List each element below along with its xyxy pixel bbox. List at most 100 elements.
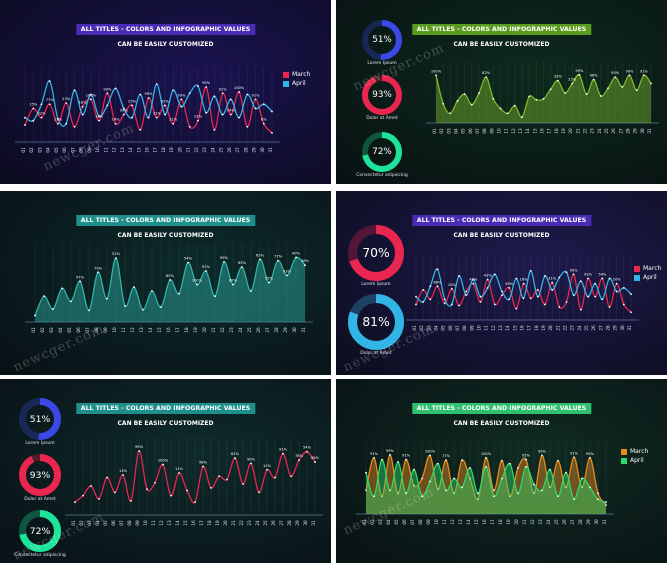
data-point [551, 289, 554, 291]
data-point [513, 104, 516, 107]
data-point [170, 494, 172, 497]
x-tick-label: 29 [283, 327, 288, 333]
data-label: 100% [425, 450, 436, 454]
x-tick-label: 26 [227, 147, 232, 153]
data-point [458, 275, 460, 277]
x-tick-label: 22 [220, 327, 225, 333]
data-point [421, 495, 423, 498]
data-point [229, 98, 232, 101]
donut-value: 72% [372, 147, 392, 158]
data-point [246, 93, 249, 96]
data-point [73, 125, 76, 128]
data-point [234, 457, 236, 460]
data-point [242, 483, 244, 485]
donut-value: 70% [362, 246, 390, 261]
donut-chart: 93% Dolor at Amet [362, 75, 402, 121]
chart-svg: 99% 100% 99% 91% 99% 100% 99% 91% 23% 77% 25% 62% 18… [15, 67, 280, 153]
data-label: 99% [135, 445, 144, 449]
x-tick-label: 05 [461, 128, 466, 134]
data-point [525, 465, 527, 468]
x-tick-label: 09 [103, 327, 108, 333]
data-point [413, 468, 415, 471]
x-tick-label: 13 [518, 128, 523, 134]
x-tick-label: 30 [303, 520, 308, 526]
data-point [509, 495, 511, 498]
data-point [57, 117, 59, 120]
data-point [40, 103, 43, 106]
data-label: 54% [227, 109, 236, 113]
data-point [146, 488, 148, 491]
data-point [226, 478, 228, 481]
data-point [405, 458, 407, 461]
data-point [501, 294, 503, 297]
x-tick-label: 03 [87, 520, 92, 526]
data-label: 91% [402, 454, 411, 458]
data-label: 95% [611, 71, 620, 75]
x-tick-label: 31 [647, 128, 652, 134]
data-label: 100% [234, 86, 245, 90]
donut-ring [362, 20, 402, 60]
data-point [258, 491, 260, 494]
data-point [262, 122, 265, 125]
data-label: 100% [158, 459, 169, 463]
legend-entry: April [283, 79, 310, 88]
data-point [238, 116, 240, 119]
data-point [180, 105, 183, 108]
data-point [572, 273, 575, 276]
data-point [24, 124, 26, 126]
data-point [594, 282, 597, 285]
donut-ring [19, 510, 61, 552]
x-tick-label: 16 [145, 147, 150, 153]
x-tick-label: 24 [597, 128, 602, 134]
data-point [286, 274, 288, 277]
x-tick-label: 11 [442, 519, 447, 525]
x-tick-label: 06 [448, 325, 453, 331]
data-point [529, 269, 532, 272]
x-tick-label: 28 [606, 325, 611, 331]
data-point [506, 112, 509, 115]
data-point [522, 282, 525, 285]
data-label: 99% [103, 87, 112, 91]
data-point [271, 110, 273, 113]
data-point [155, 83, 158, 86]
data-label: 25% [568, 77, 577, 81]
data-point [43, 295, 45, 298]
data-label: 93% [283, 270, 292, 274]
x-tick-label: 22 [530, 519, 535, 525]
series-area [366, 459, 606, 514]
data-point [558, 276, 561, 279]
x-tick-label: 01 [362, 519, 367, 525]
data-point [295, 256, 297, 259]
data-point [205, 111, 208, 114]
x-tick-label: 07 [85, 327, 90, 333]
x-tick-label: 11 [484, 325, 489, 331]
x-tick-label: 04 [46, 147, 51, 153]
x-tick-label: 20 [568, 128, 573, 134]
x-tick-label: 06 [468, 128, 473, 134]
x-tick-label: 30 [594, 519, 599, 525]
x-tick-label: 24 [255, 520, 260, 526]
x-tick-label: 16 [191, 520, 196, 526]
panel-subtitle: CAN BE EASILY CUSTOMIZED [453, 232, 550, 239]
data-point [436, 268, 439, 271]
data-label: 18% [79, 101, 88, 105]
data-point [485, 465, 487, 468]
data-label: 92% [202, 265, 211, 269]
data-point [115, 257, 117, 259]
chart-svg: 99%93% 54%43%31%41% 16% 20%88% 98%10%01 02 03 0… [406, 255, 639, 331]
x-tick-label: 20 [202, 327, 207, 333]
data-point [197, 85, 199, 87]
data-point [501, 477, 503, 480]
data-point [205, 270, 207, 272]
data-label: 6% [261, 118, 267, 122]
x-tick-label: 07 [119, 520, 124, 526]
x-tick-label: 17 [490, 519, 495, 525]
data-point [187, 261, 189, 264]
x-tick-label: 19 [215, 520, 220, 526]
data-point [34, 314, 36, 317]
panel-subtitle: CAN BE EASILY CUSTOMIZED [117, 420, 214, 427]
data-point [133, 286, 135, 289]
data-point [139, 93, 142, 96]
data-point [232, 283, 234, 286]
donut-value: 81% [362, 315, 390, 330]
